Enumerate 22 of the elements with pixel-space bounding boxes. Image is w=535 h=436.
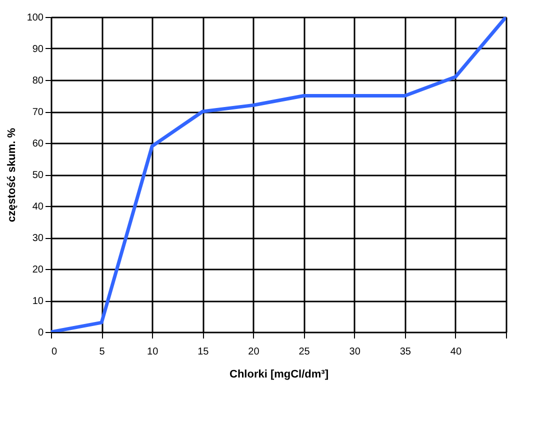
y-tick-label: 30 xyxy=(32,233,44,244)
y-tick-label: 60 xyxy=(32,138,44,150)
y-tick-label: 70 xyxy=(32,107,44,118)
x-tick-label: 20 xyxy=(248,346,260,358)
y-tick-label: 90 xyxy=(32,44,44,55)
x-tick-label: 10 xyxy=(147,346,159,358)
y-tick-label: 0 xyxy=(38,328,44,338)
x-tick-label: 30 xyxy=(349,346,361,358)
y-tick-label: 80 xyxy=(32,76,44,86)
y-axis-title: częstość skum. % xyxy=(6,128,18,222)
y-tick-label: 10 xyxy=(32,296,44,307)
x-axis-title: Chlorki [mgCl/dm³] xyxy=(230,368,329,380)
y-tick-label: 40 xyxy=(32,202,44,212)
x-tick-label: 35 xyxy=(400,346,412,358)
y-tick-label: 100 xyxy=(26,12,44,24)
x-tick-label: 15 xyxy=(198,346,210,358)
y-tick-label: 50 xyxy=(32,170,44,181)
x-tick-label: 25 xyxy=(298,346,310,358)
x-tick-label: 5 xyxy=(99,346,106,358)
x-tick-label: 0 xyxy=(52,346,58,358)
y-tick-label: 20 xyxy=(32,264,44,276)
x-tick-label: 40 xyxy=(450,346,462,358)
